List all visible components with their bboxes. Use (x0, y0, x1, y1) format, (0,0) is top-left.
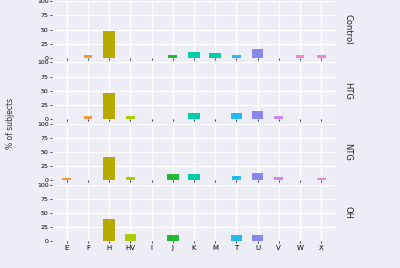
Bar (274, 116, 283, 119)
Bar (103, 219, 115, 241)
Bar (188, 113, 200, 119)
Bar (252, 49, 264, 58)
Text: OH: OH (343, 206, 352, 219)
Bar (296, 55, 304, 58)
Bar (317, 55, 326, 58)
Bar (188, 174, 200, 180)
Bar (167, 174, 179, 180)
Text: HTG: HTG (343, 82, 352, 100)
Bar (103, 93, 115, 119)
Bar (209, 53, 221, 58)
Bar (167, 235, 179, 241)
Bar (103, 31, 115, 58)
Bar (230, 235, 242, 241)
Text: % of subjects: % of subjects (6, 98, 15, 149)
Bar (62, 178, 71, 180)
Bar (126, 116, 135, 119)
Bar (126, 177, 135, 180)
Bar (252, 173, 264, 180)
Bar (188, 52, 200, 58)
Bar (168, 54, 177, 58)
Bar (84, 54, 92, 58)
Bar (103, 158, 115, 180)
Text: Control: Control (343, 14, 352, 45)
Bar (317, 178, 326, 180)
Bar (252, 235, 264, 241)
Bar (84, 116, 92, 119)
Bar (232, 54, 241, 58)
Bar (232, 176, 241, 180)
Bar (252, 111, 264, 119)
Bar (274, 177, 283, 180)
Text: NTG: NTG (343, 143, 352, 161)
Bar (230, 113, 242, 119)
Bar (124, 234, 136, 241)
